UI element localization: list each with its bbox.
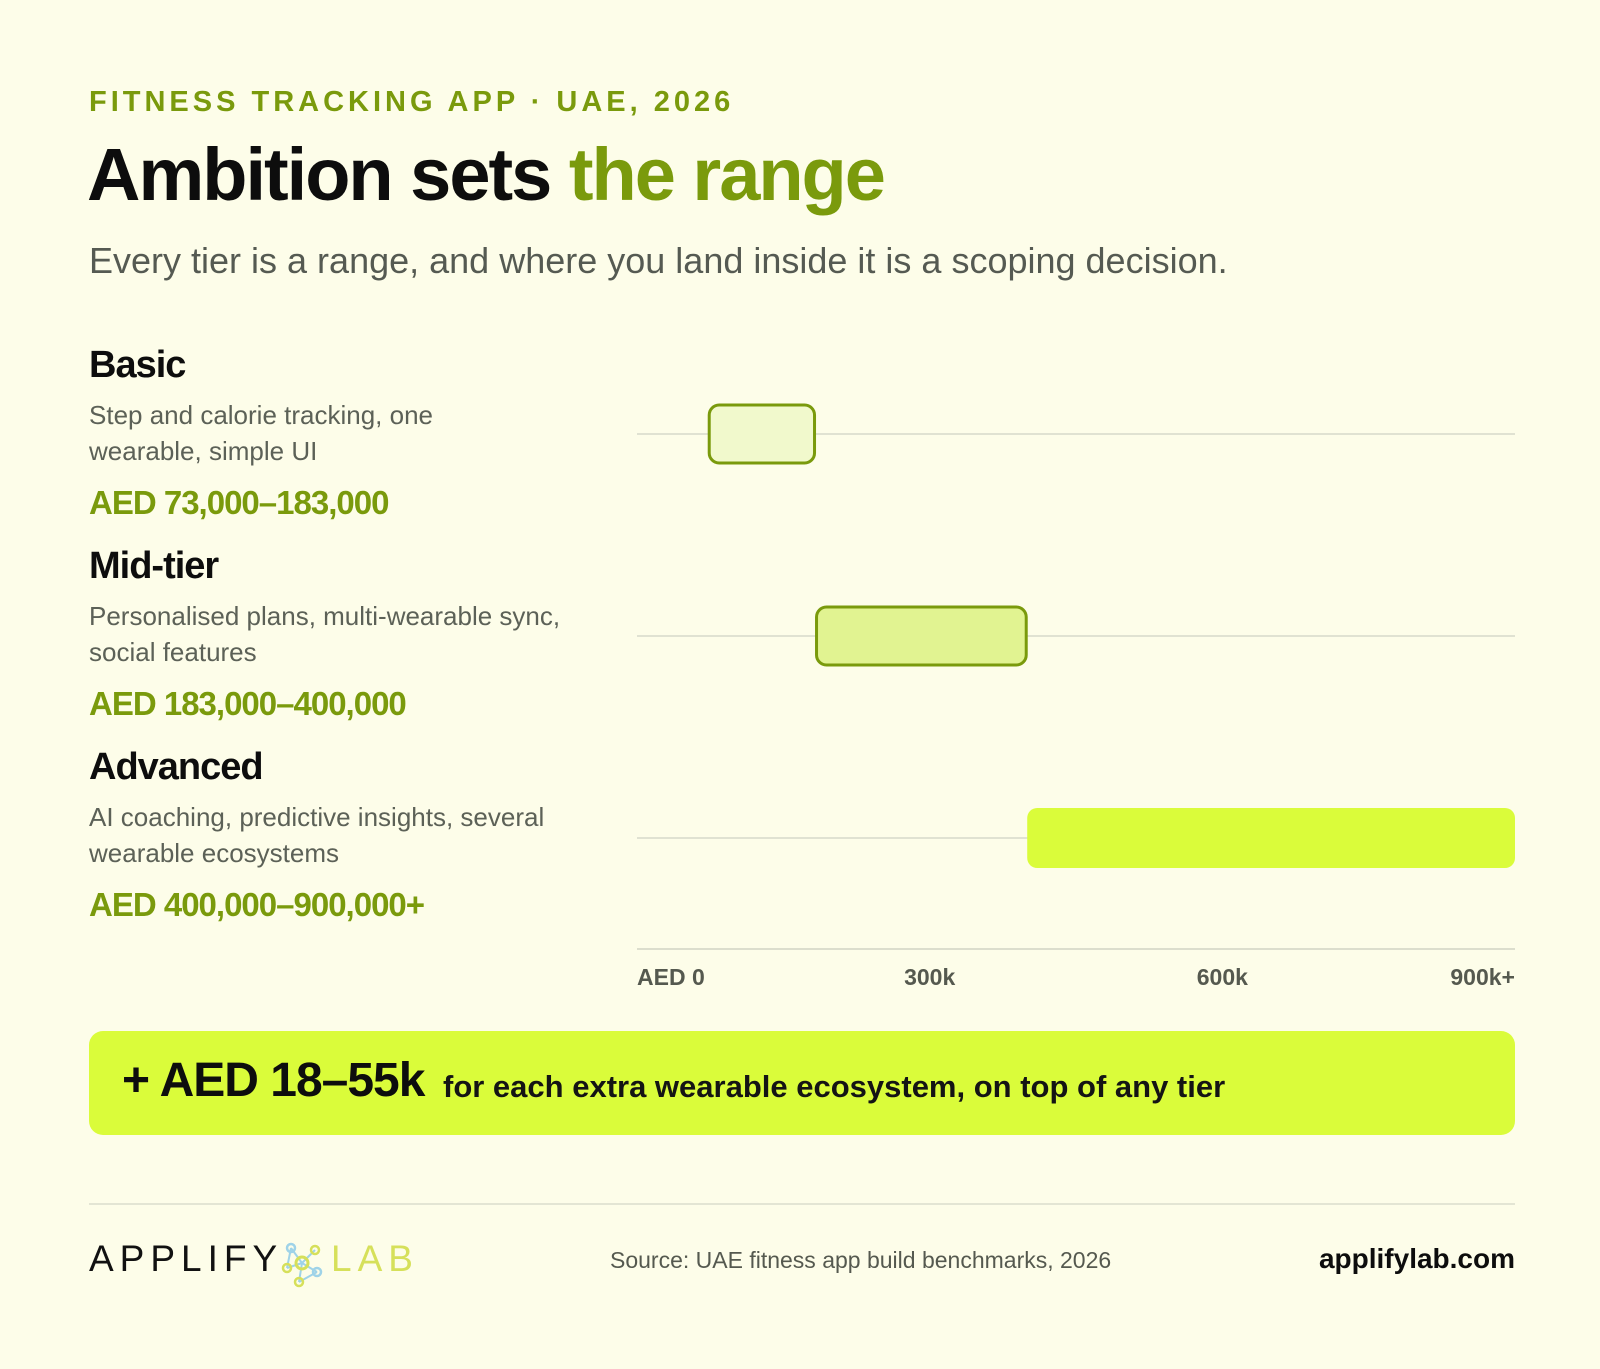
tier-price: AED 73,000–183,000 — [89, 484, 389, 521]
banner-text: for each extra wearable ecosystem, on to… — [443, 1069, 1226, 1104]
tier-basic: Basic Step and calorie tracking, one wea… — [89, 343, 629, 523]
source-note: Source: UAE fitness app build benchmarks… — [610, 1247, 1112, 1273]
banner-amount: + AED 18–55k — [122, 1054, 425, 1107]
tier-price: AED 183,000–400,000 — [89, 685, 407, 722]
kicker: FITNESS TRACKING APP · UAE, 2026 — [89, 86, 735, 118]
logo-word-lab: LAB — [331, 1238, 419, 1279]
x-tick-label: 600k — [1197, 964, 1248, 990]
tier-name: Basic — [89, 344, 186, 386]
tier-advanced: Advanced AI coaching, predictive insight… — [89, 745, 629, 925]
molecule-icon — [281, 1242, 323, 1288]
page-title: Ambition sets the range — [87, 132, 886, 217]
x-tick-label: 900k+ — [1450, 964, 1515, 990]
tier-name: Mid-tier — [89, 545, 219, 587]
page-subtitle: Every tier is a range, and where you lan… — [89, 240, 1228, 281]
tier-description: Personalised plans, multi-wearable sync,… — [89, 601, 561, 667]
title-accent: the range — [568, 133, 886, 216]
x-tick-label: 300k — [904, 964, 955, 990]
x-tick-label: AED 0 — [637, 964, 705, 990]
site-link[interactable]: applifylab.com — [1318, 1243, 1515, 1274]
footer-divider — [89, 1203, 1515, 1205]
range-bar-mid-tier — [815, 605, 1028, 667]
range-bar-advanced — [1027, 808, 1515, 868]
range-bar-basic — [707, 403, 817, 465]
tier-description: Step and calorie tracking, one wearable,… — [89, 400, 433, 466]
tier-name: Advanced — [89, 746, 264, 788]
wearable-banner: + AED 18–55k for each extra wearable eco… — [89, 1031, 1515, 1135]
logo-word-applify: APPLIFY — [89, 1238, 284, 1279]
tier-mid: Mid-tier Personalised plans, multi-weara… — [89, 544, 629, 724]
tier-description: AI coaching, predictive insights, severa… — [89, 802, 545, 868]
tier-price: AED 400,000–900,000+ — [89, 886, 425, 923]
title-main: Ambition sets — [87, 133, 569, 216]
